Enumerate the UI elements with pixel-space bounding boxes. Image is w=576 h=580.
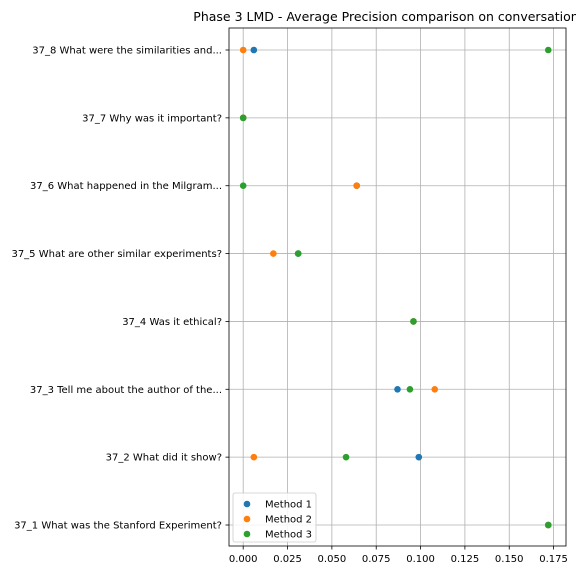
data-point xyxy=(544,521,552,529)
data-point xyxy=(410,318,417,325)
plot-frame xyxy=(228,27,567,547)
x-tick-label: 0.025 xyxy=(273,554,302,565)
grid-lines xyxy=(229,28,566,546)
data-points xyxy=(239,46,552,529)
legend-label: Method 3 xyxy=(265,530,312,541)
y-tick-label: 37_2 What did it show? xyxy=(106,453,222,464)
data-point xyxy=(239,46,247,54)
legend-label: Method 2 xyxy=(265,515,312,526)
y-tick-label: 37_7 Why was it important? xyxy=(82,113,222,124)
y-tick-label: 37_1 What was the Stanford Experiment? xyxy=(14,521,222,532)
data-point xyxy=(353,182,361,190)
legend-marker xyxy=(243,500,251,508)
data-point xyxy=(294,250,302,257)
y-tick-label: 37_6 What happened in the Milgram... xyxy=(30,181,222,192)
data-point xyxy=(270,250,277,257)
legend-marker xyxy=(243,530,251,538)
x-tick-label: 0.075 xyxy=(362,554,391,565)
data-point xyxy=(239,182,247,190)
y-tick-label: 37_4 Was it ethical? xyxy=(122,317,222,328)
data-point xyxy=(431,385,439,393)
data-point xyxy=(406,385,414,393)
x-tick-label: 0.125 xyxy=(451,554,480,565)
legend: Method 1 Method 2 Method 3 xyxy=(232,492,317,543)
y-tick-label: 37_8 What were the similarities and... xyxy=(32,46,222,57)
y-tick-label: 37_5 What are other similar experiments? xyxy=(11,249,222,260)
data-point xyxy=(544,46,552,54)
data-point xyxy=(250,46,258,54)
data-point xyxy=(250,453,258,461)
x-tick-label: 0.100 xyxy=(406,554,435,565)
y-tick-label: 37_3 Tell me about the author of the... xyxy=(30,385,222,396)
legend-marker xyxy=(243,515,251,523)
data-point xyxy=(394,385,401,393)
legend-box xyxy=(232,492,317,543)
legend-label: Method 1 xyxy=(265,500,312,511)
data-point xyxy=(415,453,423,461)
chart-title: Phase 3 LMD - Average Precision comparis… xyxy=(193,9,576,24)
x-tick-label: 0.175 xyxy=(539,554,568,565)
x-tick-label: 0.150 xyxy=(495,554,524,565)
x-tick-label: 0.000 xyxy=(229,554,258,565)
data-point xyxy=(239,114,247,122)
data-point xyxy=(342,453,350,461)
x-tick-label: 0.050 xyxy=(318,554,347,565)
axis-ticks: 0.000 0.025 0.050 0.075 0.100 0.125 0.150 0.175… xyxy=(11,46,567,566)
